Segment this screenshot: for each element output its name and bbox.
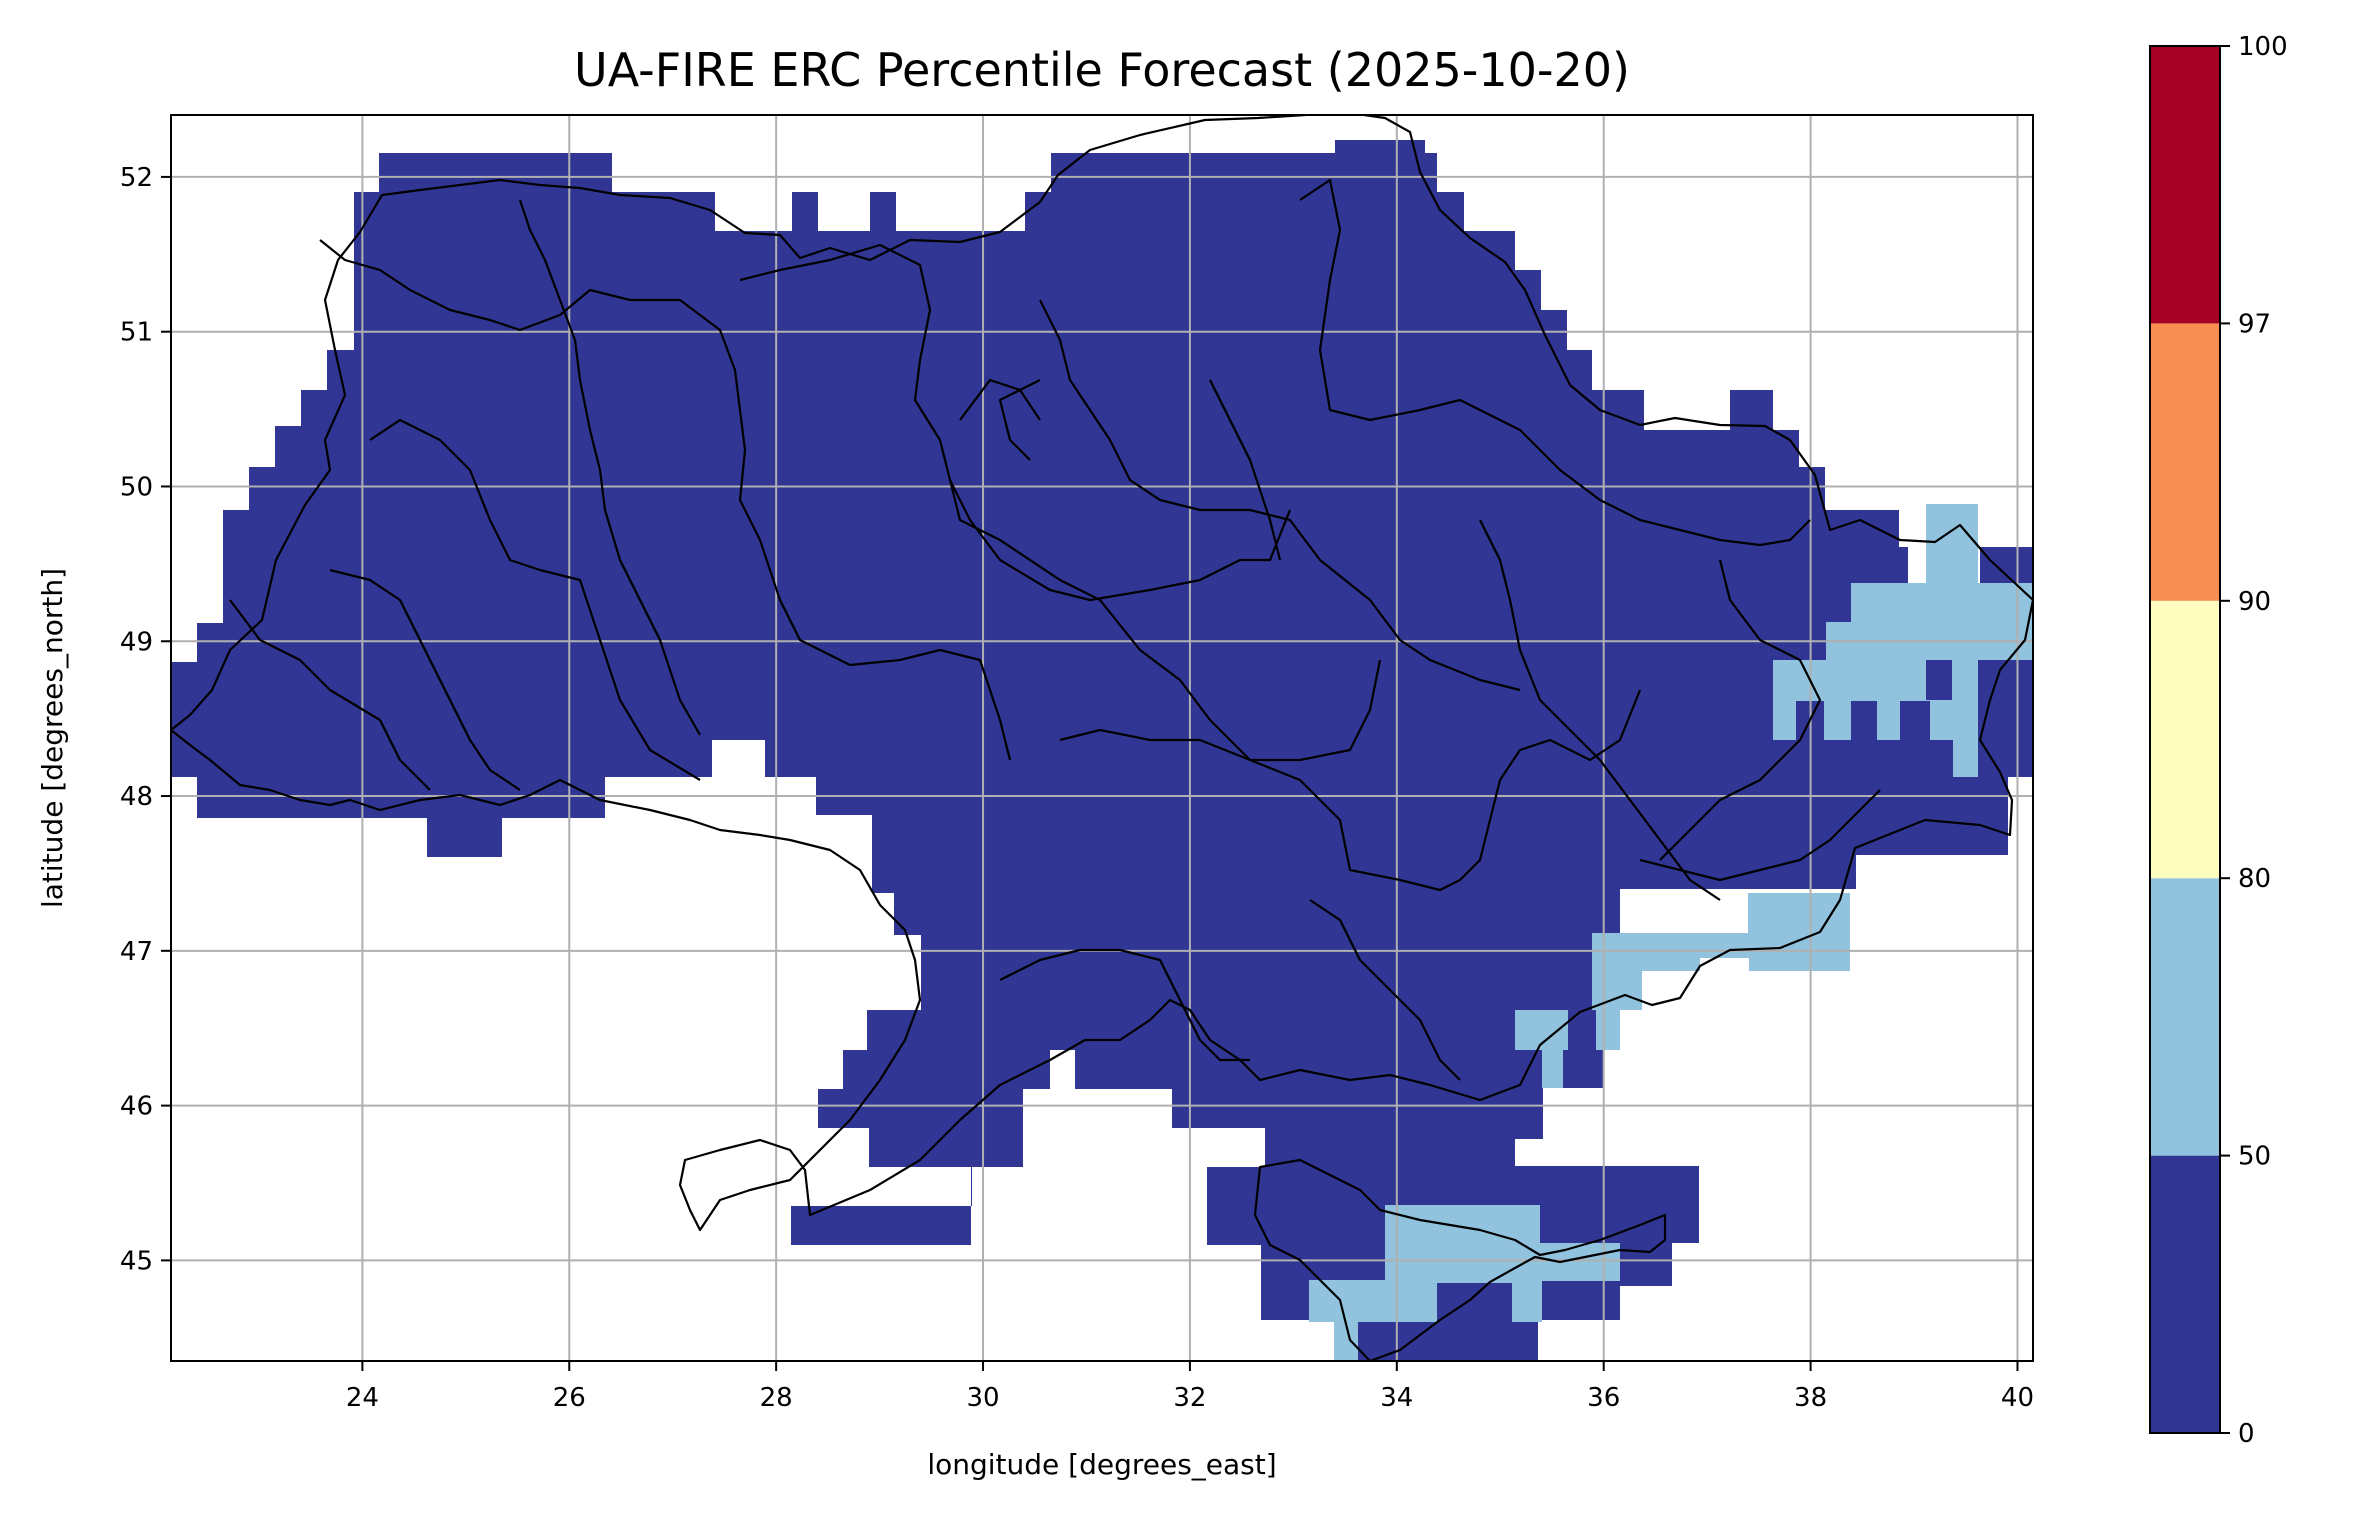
x-tick-label: 26 [553, 1383, 586, 1413]
x-tick-label: 24 [346, 1383, 379, 1413]
y-tick-label: 47 [120, 937, 153, 967]
percentile-cell-0-50 [1926, 660, 1952, 700]
y-tick-label: 45 [120, 1246, 153, 1276]
map-layer [171, 115, 2033, 1361]
x-tick-label: 30 [966, 1383, 999, 1413]
chart-title: UA-FIRE ERC Percentile Forecast (2025-10… [574, 43, 1630, 97]
plot-area: 24 26 28 30 32 34 36 38 40 45 46 47 48 49 50 51 52 [120, 114, 2034, 1413]
x-tick-label: 38 [1794, 1383, 1827, 1413]
y-tick-label: 49 [120, 627, 153, 657]
colorbar-tick-label: 80 [2238, 864, 2271, 894]
y-axis: 45 46 47 48 49 50 51 52 [120, 163, 171, 1276]
x-axis: 24 26 28 30 32 34 36 38 40 [346, 1361, 2034, 1413]
y-axis-label: latitude [degrees_north] [36, 568, 69, 908]
y-tick-label: 52 [120, 163, 153, 193]
y-tick-label: 48 [120, 782, 153, 812]
x-tick-label: 40 [2001, 1383, 2034, 1413]
x-tick-label: 36 [1587, 1383, 1620, 1413]
plot-frame [170, 114, 2034, 1362]
gridlines [171, 115, 2033, 1361]
x-tick-label: 32 [1173, 1383, 1206, 1413]
colorbar-tick-label: 90 [2238, 587, 2271, 617]
colorbar-segment [2150, 323, 2220, 601]
colorbar-tick-label: 50 [2238, 1142, 2271, 1172]
percentile-region-50-80-crimea [1309, 1205, 1620, 1361]
y-tick-label: 46 [120, 1092, 153, 1122]
colorbar-tick-label: 100 [2238, 32, 2288, 62]
percentile-region-0-50 [171, 140, 2033, 1361]
x-axis-label: longitude [degrees_east] [927, 1448, 1276, 1481]
boundaries [171, 115, 2033, 1361]
colorbar-tick-label: 97 [2238, 309, 2271, 339]
x-tick-label: 28 [760, 1383, 793, 1413]
colorbar-segment [2150, 878, 2220, 1156]
x-tick-label: 34 [1380, 1383, 1413, 1413]
country-border [171, 115, 2033, 1232]
colorbar-frame [2149, 45, 2221, 1434]
oblast-boundaries [229, 178, 1881, 1081]
colorbar-segment [2150, 1155, 2220, 1433]
percentile-cell-0-50 [1851, 701, 1877, 740]
colorbar-segment [2150, 46, 2220, 324]
y-tick-label: 51 [120, 318, 153, 348]
y-tick-label: 50 [120, 472, 153, 502]
percentile-region-50-80-azov [1515, 893, 1850, 1088]
colorbar-tick-label: 0 [2238, 1419, 2255, 1449]
crimea-border [1253, 1158, 1667, 1361]
colorbar: 0 50 80 90 97 100 [2149, 32, 2288, 1449]
colorbar-segment [2150, 600, 2220, 879]
